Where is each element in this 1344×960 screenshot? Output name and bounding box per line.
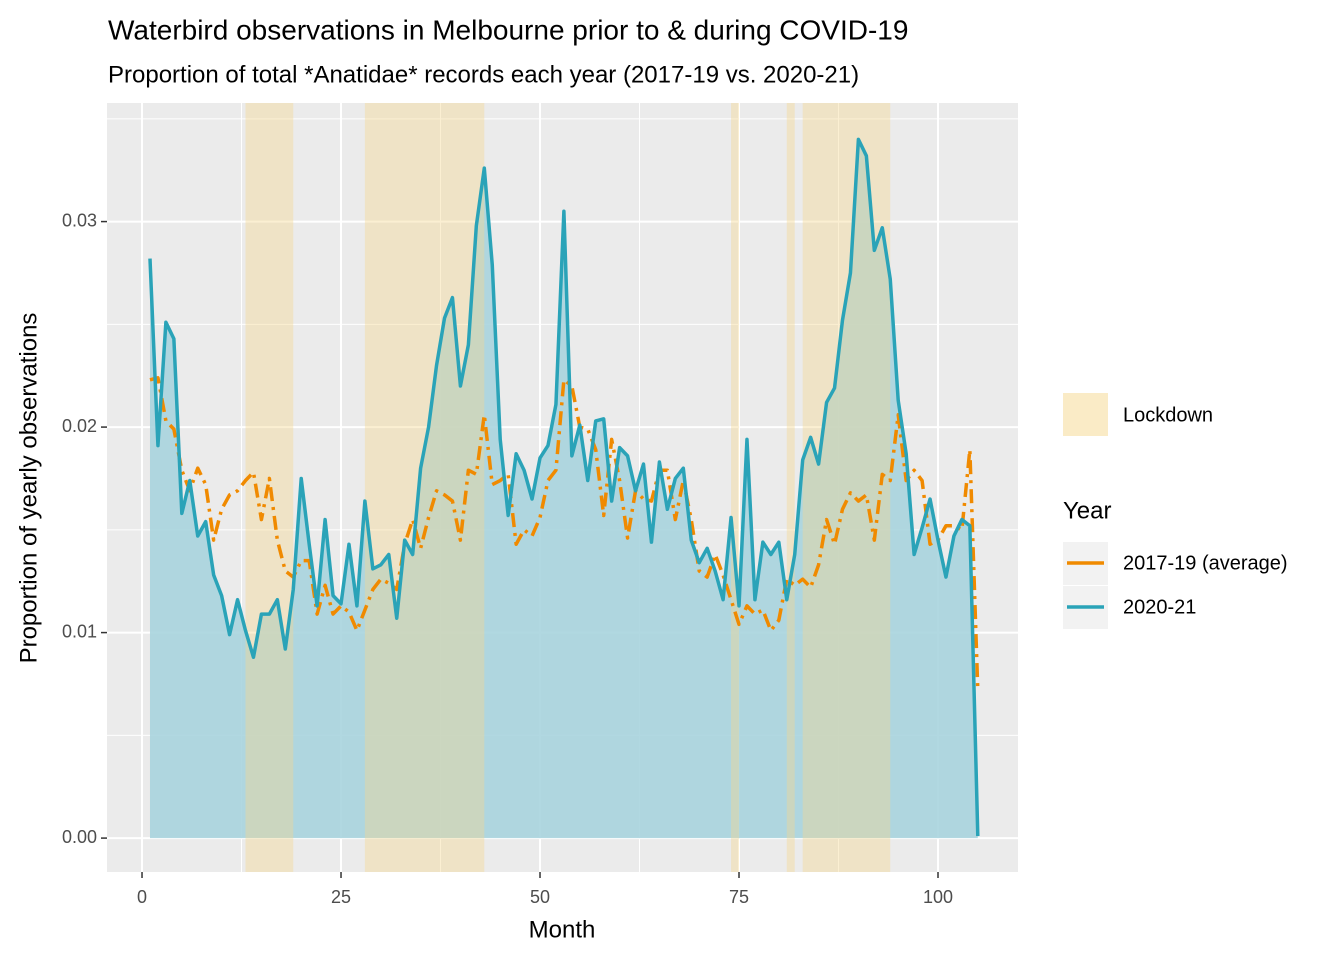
line — [149, 376, 980, 691]
y-axis-title: Proportion of yearly observations — [15, 313, 42, 664]
x-tick-label: 0 — [137, 887, 147, 907]
x-axis-title: Month — [529, 916, 596, 943]
x-tick-label: 50 — [530, 887, 550, 907]
x-tick-label: 25 — [331, 887, 351, 907]
chart-subtitle: Proportion of total *Anatidae* records e… — [108, 61, 859, 88]
lockdown-band — [802, 103, 891, 872]
lockdown-band — [731, 103, 740, 872]
area — [149, 139, 978, 839]
y-tick-label: 0.02 — [62, 416, 97, 436]
legend-label: 2020-21 — [1123, 596, 1196, 618]
lockdown-band — [786, 103, 795, 872]
legend-key — [1063, 393, 1108, 436]
chart-title: Waterbird observations in Melbourne prio… — [108, 14, 908, 45]
x-tick-label: 75 — [729, 887, 749, 907]
legend-label: Lockdown — [1123, 404, 1213, 426]
line — [148, 137, 980, 837]
y-tick-label: 0.01 — [62, 621, 97, 641]
y-tick-label: 0.03 — [62, 210, 97, 230]
lockdown-band — [364, 103, 485, 872]
legend-label: 2017-19 (average) — [1123, 552, 1288, 574]
legend-title: Year — [1063, 497, 1112, 524]
x-tick-label: 100 — [923, 887, 953, 907]
y-tick-label: 0.00 — [62, 827, 97, 847]
